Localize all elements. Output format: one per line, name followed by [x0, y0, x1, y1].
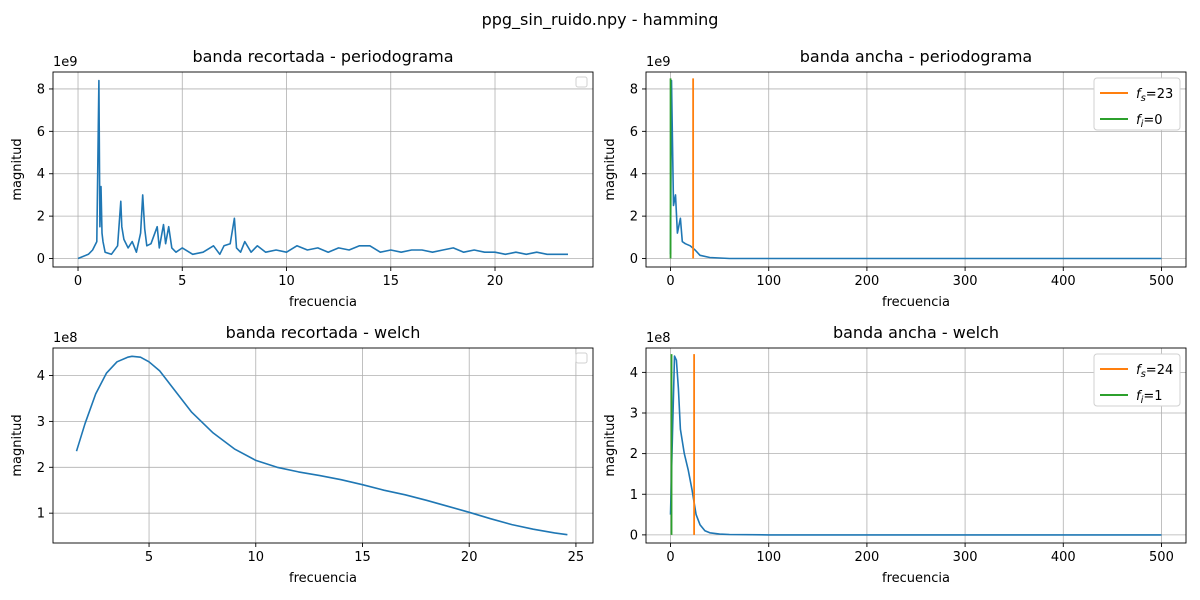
y-axis-label: magnitud — [10, 414, 25, 476]
x-tick-label: 500 — [1149, 274, 1174, 289]
subplot-3: 5 10 15 20 25 1 2 3 4 1e8 banda recortada - welch f… — [10, 323, 594, 586]
data-series-line — [669, 79, 1162, 260]
data-series-line — [77, 79, 568, 260]
subplot-title: banda recortada - welch — [226, 323, 421, 342]
y-axis-label: magnitud — [10, 138, 25, 200]
y-tick-label: 0 — [37, 252, 45, 267]
y-multiplier-label: 1e9 — [646, 55, 671, 70]
y-tick-label: 3 — [630, 407, 638, 422]
x-tick-label: 20 — [487, 274, 504, 289]
y-multiplier-label: 1e8 — [646, 331, 671, 346]
x-tick-label: 15 — [382, 274, 399, 289]
x-tick-label: 400 — [1051, 274, 1076, 289]
legend-fi-label: fi=1 — [1136, 389, 1163, 406]
y-multiplier-label: 1e8 — [53, 331, 78, 346]
y-tick-label: 0 — [630, 252, 638, 267]
y-tick-label: 6 — [37, 125, 45, 140]
y-tick-label: 2 — [37, 461, 45, 476]
x-tick-label: 15 — [354, 550, 371, 565]
subplot-2: 0 100 200 300 400 500 0 2 4 6 8 1e9 banda ancha - pe… — [603, 47, 1187, 310]
legend-fs-label: fs=24 — [1136, 363, 1173, 380]
y-tick-label: 2 — [630, 210, 638, 225]
y-tick-label: 0 — [630, 528, 638, 543]
y-multiplier-label: 1e9 — [53, 55, 78, 70]
legend-box — [1093, 77, 1181, 131]
x-tick-label: 5 — [145, 550, 153, 565]
x-tick-label: 100 — [756, 274, 781, 289]
x-tick-label: 500 — [1149, 550, 1174, 565]
y-tick-label: 3 — [37, 415, 45, 430]
subplot-4: 0 100 200 300 400 500 0 1 2 3 4 1e8 banda ancha - we… — [603, 323, 1187, 586]
x-tick-label: 200 — [854, 550, 879, 565]
x-tick-label: 400 — [1051, 550, 1076, 565]
data-series-line — [669, 355, 1162, 536]
x-tick-label: 0 — [74, 274, 82, 289]
y-tick-label: 4 — [630, 366, 638, 381]
x-axis-label: frecuencia — [289, 571, 357, 586]
x-tick-label: 20 — [461, 550, 478, 565]
figure-title: ppg_sin_ruido.npy - hamming — [481, 10, 719, 29]
y-tick-label: 4 — [37, 167, 45, 182]
subplot-title: banda ancha - periodograma — [800, 47, 1032, 66]
subplot-title: banda ancha - welch — [833, 323, 999, 342]
data-series-line — [75, 355, 568, 536]
axes-frame — [52, 347, 594, 544]
empty-legend-box — [575, 352, 588, 364]
x-axis-label: frecuencia — [882, 571, 950, 586]
x-tick-label: 300 — [953, 550, 978, 565]
y-tick-label: 4 — [37, 369, 45, 384]
x-tick-label: 0 — [666, 274, 674, 289]
y-tick-label: 1 — [630, 488, 638, 503]
legend-box — [1093, 353, 1181, 407]
x-tick-label: 100 — [756, 550, 781, 565]
subplot-1: 0 5 10 15 20 0 2 4 6 8 1e9 banda recortada - period… — [10, 47, 594, 310]
y-tick-label: 4 — [630, 167, 638, 182]
x-tick-label: 0 — [666, 550, 674, 565]
x-axis-label: frecuencia — [882, 295, 950, 310]
y-tick-label: 2 — [37, 210, 45, 225]
x-tick-label: 5 — [178, 274, 186, 289]
y-tick-label: 1 — [37, 507, 45, 522]
axes-frame — [645, 347, 1187, 544]
y-tick-label: 6 — [630, 125, 638, 140]
axes-frame — [52, 71, 594, 268]
x-tick-label: 300 — [953, 274, 978, 289]
x-tick-label: 10 — [247, 550, 264, 565]
y-axis-label: magnitud — [603, 414, 618, 476]
y-tick-label: 8 — [630, 82, 638, 97]
subplot-title: banda recortada - periodograma — [192, 47, 453, 66]
legend: fs=23 fi=0 — [1093, 77, 1181, 131]
axes-frame — [645, 71, 1187, 268]
y-axis-label: magnitud — [603, 138, 618, 200]
legend-fi-label: fi=0 — [1136, 113, 1163, 130]
y-tick-label: 8 — [37, 82, 45, 97]
y-tick-label: 2 — [630, 447, 638, 462]
x-tick-label: 10 — [278, 274, 295, 289]
x-tick-label: 25 — [568, 550, 585, 565]
legend-fs-label: fs=23 — [1136, 87, 1173, 104]
empty-legend-box — [575, 76, 588, 88]
legend: fs=24 fi=1 — [1093, 353, 1181, 407]
x-tick-label: 200 — [854, 274, 879, 289]
x-axis-label: frecuencia — [289, 295, 357, 310]
